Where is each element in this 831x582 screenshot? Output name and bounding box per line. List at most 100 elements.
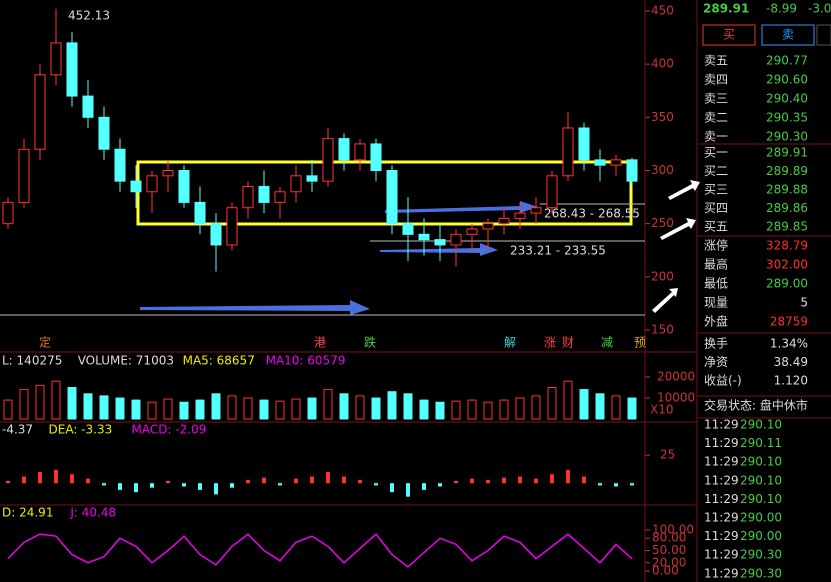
row-label: 买一: [704, 146, 728, 160]
candle-body: [66, 42, 78, 97]
candle-body: [450, 233, 462, 246]
candle-body: [226, 207, 238, 246]
indicator-label: MA10: 60579: [266, 354, 346, 368]
candle-body: [594, 159, 606, 166]
volume-bar: [323, 389, 333, 420]
candle-body: [386, 170, 398, 225]
volume-bar: [579, 389, 589, 420]
candle-body: [402, 223, 414, 235]
macd-bar: [38, 472, 42, 484]
volume-bar: [131, 399, 141, 420]
y-tick-label: 150: [651, 323, 674, 337]
volume-bar: [51, 380, 61, 420]
indicator-label: J: 40.48: [69, 506, 116, 520]
macd-bar: [22, 476, 26, 484]
tick-price: 290.00: [740, 511, 782, 525]
volume-bar: [499, 399, 509, 420]
tick-time: 11:29: [704, 455, 739, 469]
range-label: 268.43 - 268.55: [544, 207, 640, 221]
candle-body: [242, 185, 254, 209]
buy-button-label[interactable]: 买: [723, 28, 735, 42]
candle-body: [306, 175, 318, 182]
volume-bar: [595, 393, 605, 420]
row-label: 外盘: [704, 314, 728, 329]
candle-body: [530, 207, 542, 214]
y-tick-label: 25: [660, 448, 675, 462]
y-tick-label: 400: [651, 57, 674, 71]
blue-arrows: [140, 201, 538, 315]
candle-body: [34, 74, 46, 150]
indicator-label: VOLUME: 71003: [78, 354, 174, 368]
macd-bar: [310, 476, 314, 484]
volume-bar: [387, 391, 397, 420]
volume-bar: [531, 395, 541, 420]
row-value: 1.120: [774, 374, 808, 388]
tick-price: 290.10: [740, 492, 782, 506]
candle-body: [114, 148, 126, 182]
tick-time: 11:29: [704, 418, 739, 432]
section-box: [816, 24, 831, 46]
event-label: 解: [504, 336, 516, 350]
change-pct: -3.0: [808, 2, 831, 16]
macd-bar: [102, 483, 106, 486]
candle-body: [482, 223, 494, 230]
candle-body: [50, 42, 62, 76]
candle-body: [610, 159, 622, 166]
row-value: 302.00: [766, 258, 808, 272]
candle-body: [338, 138, 350, 161]
candle-body: [2, 201, 14, 225]
candle-body: [626, 159, 638, 182]
volume-bar: [19, 389, 29, 420]
macd-bar: [454, 480, 458, 484]
candle-body: [194, 201, 206, 225]
event-label: 预: [634, 336, 646, 350]
range-label: 233.21 - 233.55: [510, 244, 606, 258]
macd-bar: [230, 483, 234, 488]
macd-bar: [326, 472, 330, 484]
row-label: 买四: [704, 201, 728, 215]
tick-time: 11:29: [704, 529, 739, 543]
indicator-label: MACD: -2.09: [132, 423, 207, 437]
tick-time: 11:29: [704, 492, 739, 506]
event-label: 港: [314, 336, 326, 350]
volume-bar: [483, 401, 493, 420]
sell-button-label[interactable]: 卖: [782, 28, 794, 42]
volume-bar: [451, 400, 461, 420]
macd-bar: [502, 477, 506, 484]
volume-bar: [99, 395, 109, 420]
candle-body: [498, 217, 510, 225]
macd-bar: [390, 483, 394, 493]
row-value: 290.77: [766, 54, 808, 68]
candle-body: [258, 185, 270, 203]
row-label: 净资: [704, 355, 728, 369]
volume-bar: [467, 399, 477, 420]
volume-bar: [419, 399, 429, 420]
trade-status: 交易状态: 盘中休市: [704, 398, 808, 413]
y-tick-label: 10000: [657, 391, 695, 405]
tick-price: 290.10: [740, 418, 782, 432]
event-label: 减: [601, 336, 613, 350]
volume-bar: [307, 397, 317, 420]
row-label: 买三: [704, 183, 728, 197]
macd-bar: [566, 469, 570, 484]
panel-dividers: [0, 351, 697, 506]
buy-button[interactable]: [702, 24, 756, 46]
tick-price: 290.30: [740, 566, 782, 580]
volume-bar: [147, 401, 157, 420]
tick-time: 11:29: [704, 548, 739, 562]
tick-time: 11:29: [704, 511, 739, 525]
sell-button[interactable]: [761, 24, 815, 46]
volume-unit: X10: [650, 403, 674, 417]
row-label: 卖五: [704, 54, 728, 68]
macd-bar: [262, 477, 266, 484]
volume-bar: [515, 397, 525, 420]
y-tick-label: 350: [651, 110, 674, 124]
candle-body: [434, 239, 446, 246]
candle-body: [354, 143, 366, 161]
row-value: 328.79: [766, 239, 808, 253]
volume-bar: [371, 397, 381, 420]
row-value: 289.91: [766, 146, 808, 160]
row-label: 卖三: [704, 92, 728, 106]
candle-body: [466, 228, 478, 235]
